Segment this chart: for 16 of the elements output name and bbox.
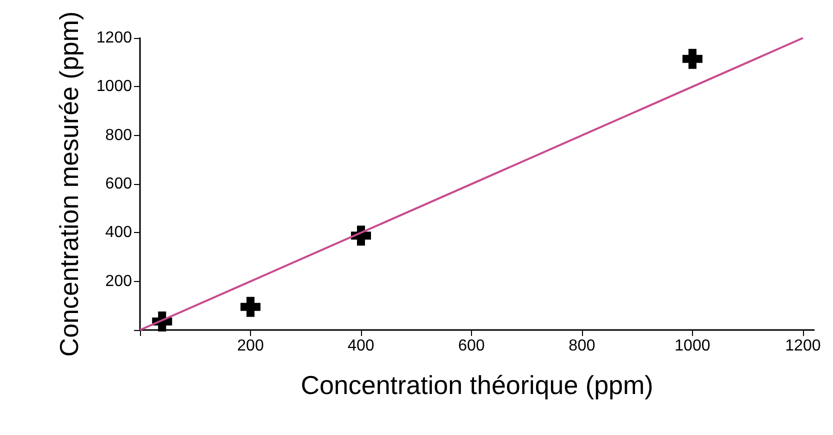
x-tick-label: 1200 — [785, 338, 821, 354]
x-axis-title: Concentration théorique (ppm) — [300, 370, 654, 400]
y-tick-label: 200 — [105, 272, 132, 290]
y-tick-label: 1200 — [96, 30, 132, 46]
y-tick-label: 600 — [105, 176, 132, 192]
x-tick-label: 800 — [568, 338, 596, 354]
y-tick-label: 1000 — [96, 78, 132, 96]
y-tick-label: 800 — [105, 126, 132, 144]
point — [682, 48, 702, 69]
x-tick-label: 1000 — [674, 338, 710, 354]
x-tick-label: 400 — [348, 338, 374, 354]
y-axis-title: Concentration mesurée (ppm) — [54, 11, 84, 357]
x-tick-label: 200 — [237, 338, 264, 354]
point — [240, 296, 260, 317]
x-tick-label: 600 — [458, 338, 485, 354]
y-tick-label: 400 — [105, 224, 132, 242]
